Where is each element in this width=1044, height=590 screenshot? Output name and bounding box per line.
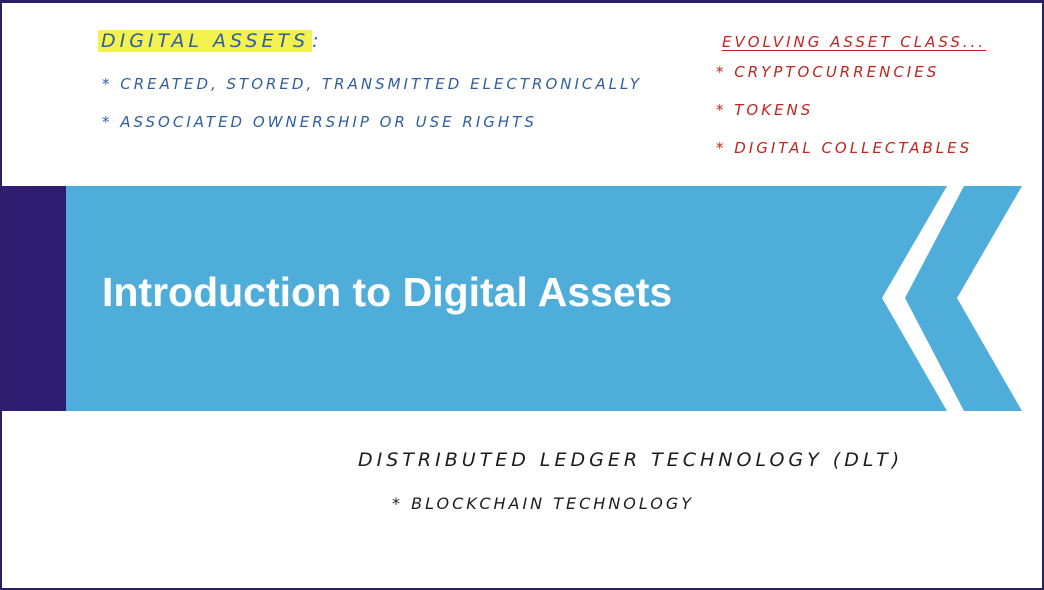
evolving-asset-class-heading: Evolving asset class... [722,33,987,51]
note-tokens: * Tokens [716,101,814,119]
note-blockchain: * Blockchain technology [392,494,695,513]
note-ownership-rights: * Associated ownership or use rights [102,113,537,131]
note-distributed-ledger: Distributed ledger technology (DLT) [358,449,904,471]
digital-assets-heading: Digital Assets: [98,30,323,52]
slide-title: Introduction to Digital Assets [102,269,673,315]
blue-banner-shape [66,186,947,411]
purple-accent-bar [2,186,66,411]
highlighted-heading-text: Digital Assets [98,30,313,52]
heading-colon: : [312,30,323,52]
note-created-stored: * Created, stored, transmitted electroni… [102,75,643,93]
note-cryptocurrencies: * Cryptocurrencies [716,63,940,81]
title-banner [2,186,1042,411]
banner-graphic [2,186,1022,411]
chevron-left-icon [905,186,1022,411]
note-digital-collectables: * Digital collectables [716,139,973,157]
